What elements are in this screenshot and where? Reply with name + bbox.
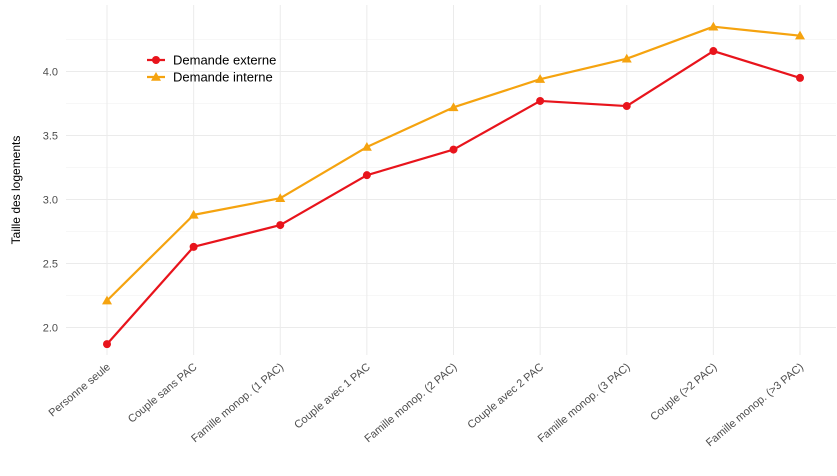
data-point-circle [362, 171, 371, 180]
data-point-triangle [188, 209, 199, 219]
data-point-triangle [275, 193, 286, 202]
data-point-circle [449, 145, 458, 154]
grid [66, 5, 836, 355]
x-tick-label: Couple avec 2 PAC [465, 361, 546, 431]
y-axis-title: Taille des logements [9, 136, 23, 245]
y-tick-label: 3.0 [43, 195, 58, 207]
x-tick-label: Couple avec 1 PAC [292, 361, 373, 431]
data-point-circle [796, 73, 804, 82]
x-tick-label: Famille monop. (2 PAC) [362, 361, 459, 445]
data-point-circle [189, 242, 198, 251]
legend-key-circle [152, 56, 160, 64]
x-tick-label: Couple sans PAC [126, 361, 200, 426]
data-point-triangle [708, 21, 719, 31]
legend-key-triangle [151, 72, 161, 81]
series-layer [102, 21, 805, 349]
legend-label: Demande interne [173, 70, 273, 85]
axes: Taille des logements 2.0 2.5 3.0 3.5 4.0 Pers… [9, 67, 806, 450]
y-tick-label: 2.0 [43, 323, 58, 335]
x-tick-label: Famille monop. (1 PAC) [189, 361, 286, 445]
x-tick-label: Personne seule [47, 361, 113, 419]
data-point-triangle [621, 53, 632, 63]
y-tick-label: 4.0 [43, 67, 58, 79]
x-tick-label: Couple (>2 PAC) [648, 361, 719, 423]
data-point-triangle [448, 102, 459, 112]
data-point-triangle [535, 74, 546, 83]
data-point-circle [622, 102, 631, 111]
data-point-circle [103, 340, 111, 349]
x-tick-label: Famille monop. (3 PAC) [536, 361, 633, 445]
data-point-triangle [102, 295, 112, 305]
data-point-triangle [361, 142, 372, 151]
data-point-circle [709, 47, 718, 56]
data-point-circle [536, 96, 545, 105]
legend: Demande externe Demande interne [147, 53, 276, 85]
y-tick-label: 2.5 [43, 259, 58, 271]
data-point-triangle [795, 30, 805, 40]
legend-label: Demande externe [173, 53, 276, 68]
x-tick-label: Famille monop. (>3 PAC) [704, 361, 806, 449]
data-point-circle [276, 221, 285, 230]
y-tick-label: 3.5 [43, 131, 58, 143]
